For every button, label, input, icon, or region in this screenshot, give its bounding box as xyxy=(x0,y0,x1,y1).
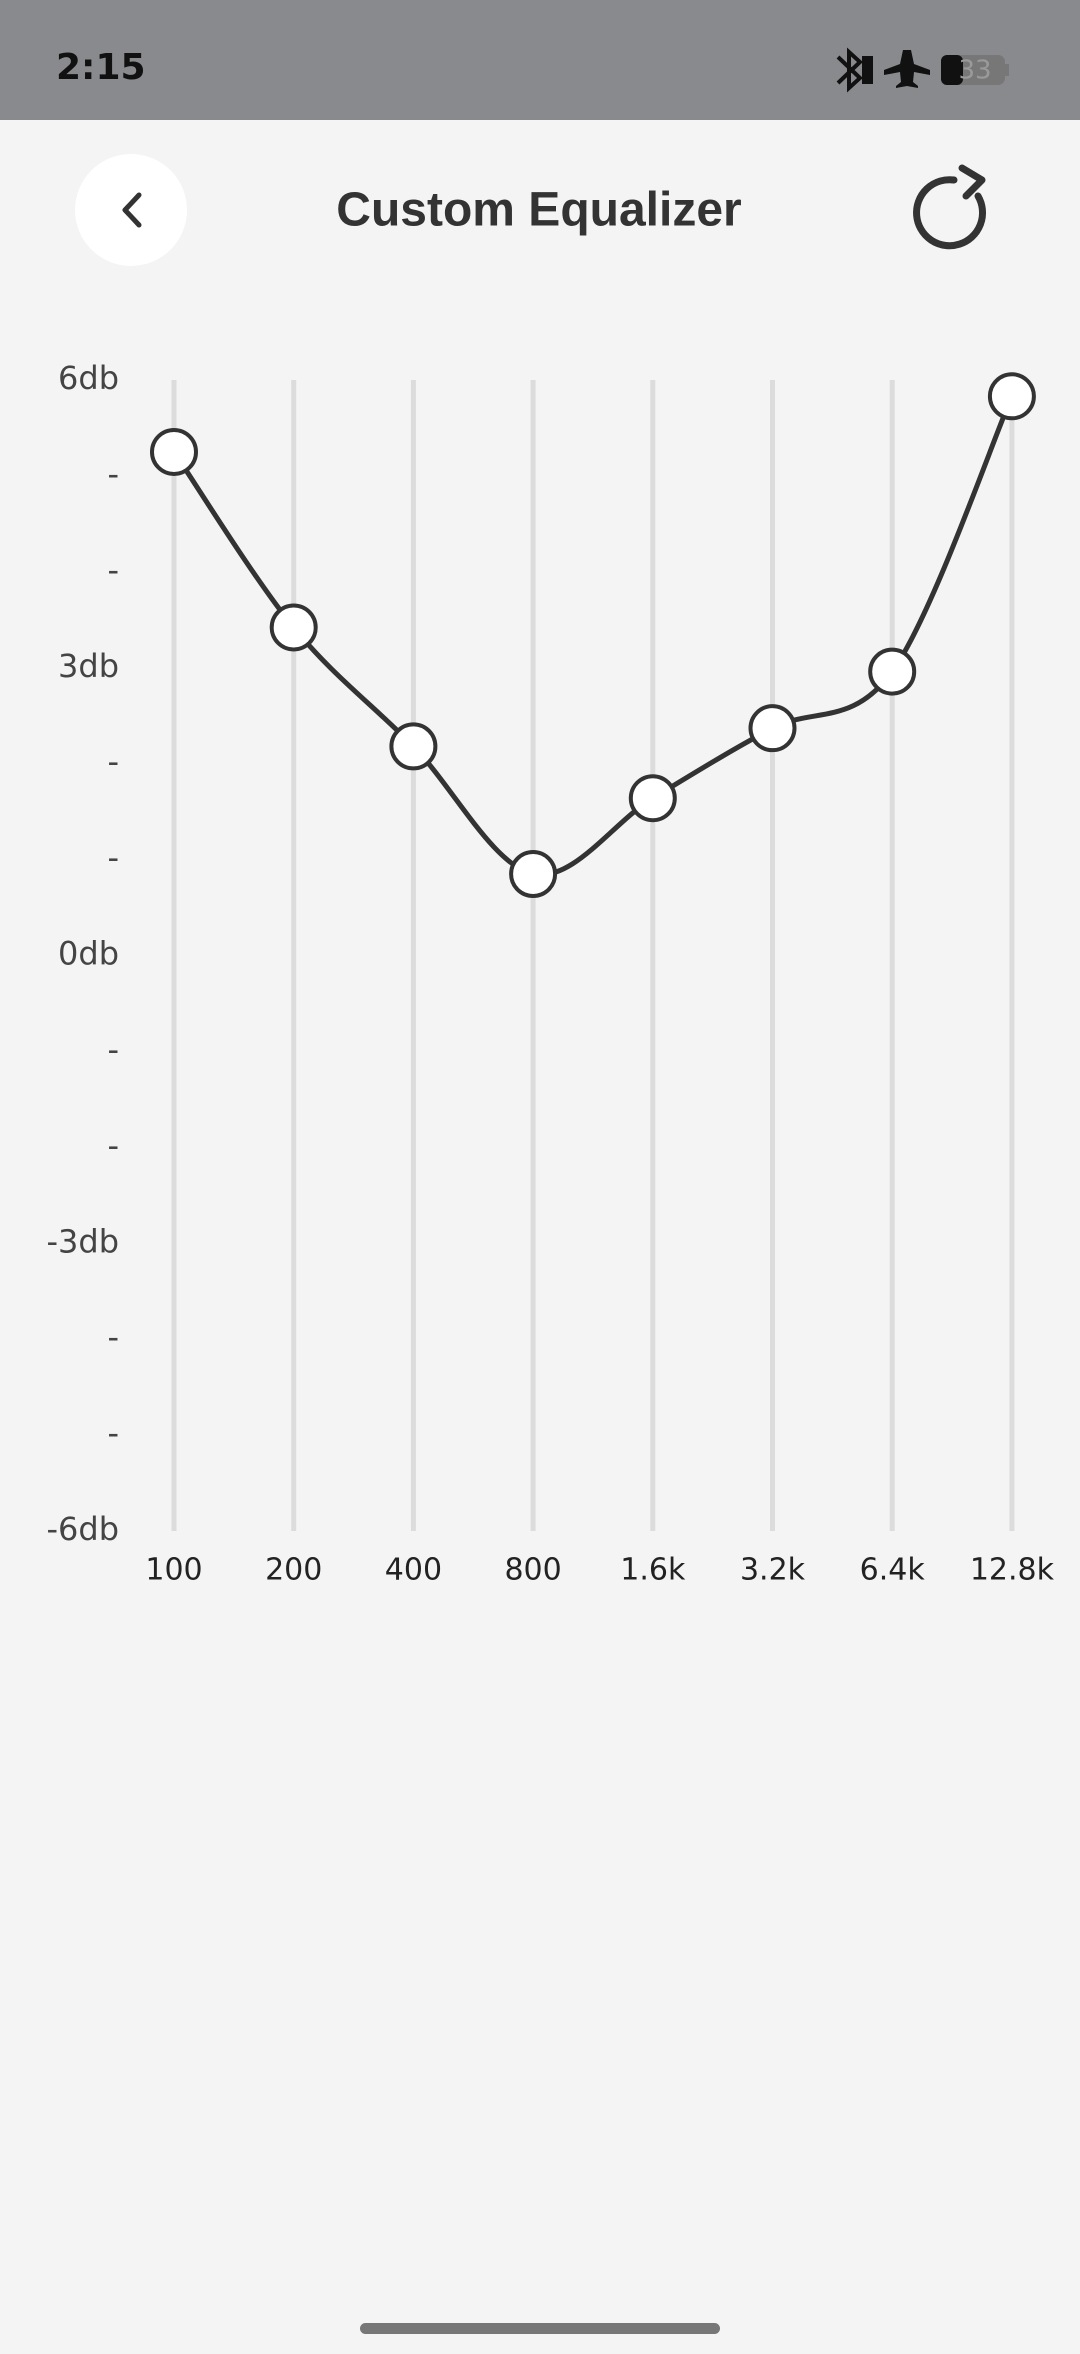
back-icon xyxy=(122,192,142,228)
y-tick-label: 6db xyxy=(58,359,119,397)
y-tick-label: - xyxy=(107,455,119,493)
reset-button[interactable] xyxy=(913,164,987,250)
eq-handle[interactable] xyxy=(868,647,917,696)
eq-handle[interactable] xyxy=(628,774,677,823)
y-tick-label: - xyxy=(107,1414,119,1452)
y-tick-label: 0db xyxy=(58,935,119,973)
y-tick-label: - xyxy=(107,551,119,589)
status-time: 2:15 xyxy=(56,47,146,88)
x-tick-label: 400 xyxy=(385,1553,442,1588)
airplane-icon xyxy=(884,50,930,88)
y-tick-label: -3db xyxy=(46,1222,119,1260)
bluetooth-icon xyxy=(836,47,873,93)
y-tick-label: - xyxy=(107,1318,119,1356)
y-tick-label: 3db xyxy=(58,647,119,685)
eq-handle[interactable] xyxy=(509,849,558,898)
eq-handle[interactable] xyxy=(269,603,318,652)
home-indicator xyxy=(360,2323,720,2334)
status-bar xyxy=(0,0,1080,120)
x-tick-label: 12.8k xyxy=(970,1553,1055,1588)
reset-icon xyxy=(913,176,987,250)
battery-level xyxy=(941,55,963,85)
back-button[interactable] xyxy=(75,154,187,266)
y-tick-label: - xyxy=(107,1030,119,1068)
x-tick-label: 800 xyxy=(504,1553,561,1588)
eq-handle[interactable] xyxy=(150,427,198,476)
page-title: Custom Equalizer xyxy=(336,184,741,237)
eq-handle[interactable] xyxy=(987,372,1036,421)
y-tick-label: - xyxy=(107,839,119,877)
eq-handle[interactable] xyxy=(748,704,797,753)
eq-handle[interactable] xyxy=(389,722,438,771)
x-tick-label: 3.2k xyxy=(740,1553,806,1588)
battery-text: 33 xyxy=(958,56,991,86)
y-tick-label: - xyxy=(107,1126,119,1164)
reset-arrow xyxy=(958,164,986,200)
x-tick-label: 100 xyxy=(145,1553,202,1588)
x-tick-label: 200 xyxy=(265,1553,322,1588)
x-tick-label: 6.4k xyxy=(860,1553,926,1588)
y-tick-label: -6db xyxy=(46,1510,119,1548)
y-tick-label: - xyxy=(107,743,119,781)
x-tick-label: 1.6k xyxy=(620,1553,686,1588)
battery-tip xyxy=(1005,64,1009,76)
